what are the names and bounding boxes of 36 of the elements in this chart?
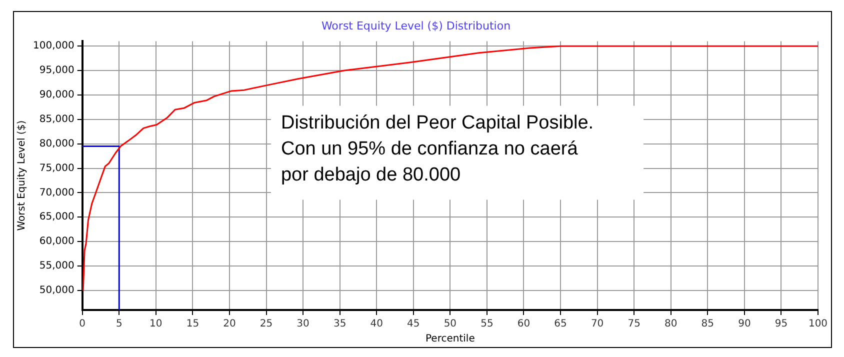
x-axis-title: Percentile (426, 334, 475, 345)
x-tick-label: 15 (186, 318, 200, 330)
x-tick-label: 20 (223, 318, 236, 330)
y-tick-label: 70,000 (39, 187, 74, 198)
x-tick-label: 60 (517, 318, 530, 330)
x-tick-label: 10 (150, 318, 162, 330)
chart-title: Worst Equity Level ($) Distribution (321, 19, 511, 32)
x-tick-label: 95 (774, 318, 788, 330)
y-tick-label: 60,000 (39, 236, 74, 248)
x-tick-label: 100 (808, 318, 828, 330)
y-tick-label: 80,000 (39, 138, 74, 150)
x-tick-label: 30 (296, 318, 310, 330)
x-tick-label: 40 (370, 318, 383, 330)
y-tick-label: 85,000 (39, 114, 74, 125)
x-tick-label: 5 (116, 318, 122, 330)
y-axis-title: Worst Equity Level ($) (16, 120, 28, 231)
x-tick-label: 75 (628, 318, 640, 330)
x-tick-label: 90 (738, 318, 751, 330)
x-tick-label: 25 (260, 318, 273, 330)
x-tick-label: 35 (333, 318, 346, 330)
y-tick-label: 55,000 (39, 260, 74, 272)
x-tick-label: 50 (444, 318, 457, 330)
x-tick-label: 85 (701, 318, 714, 330)
x-tick-label: 45 (407, 318, 420, 330)
annotation: Distribución del Peor Capital Posible. Con un 95% de confianza no caerá por debajo de 80.000 (280, 112, 594, 186)
y-tick-label: 65,000 (39, 212, 74, 223)
x-tick-label: 55 (480, 318, 494, 330)
y-tick-label: 95,000 (39, 65, 74, 76)
y-tick-label: 100,000 (32, 40, 74, 52)
y-tick-label: 75,000 (39, 162, 74, 174)
y-tick-label: 90,000 (39, 90, 74, 101)
x-tick-label: 70 (590, 318, 604, 330)
x-tick-label: 80 (664, 318, 678, 330)
x-tick-label: 0 (79, 318, 86, 330)
x-tick-label: 65 (554, 318, 567, 330)
y-tick-label: 50,000 (39, 285, 74, 296)
